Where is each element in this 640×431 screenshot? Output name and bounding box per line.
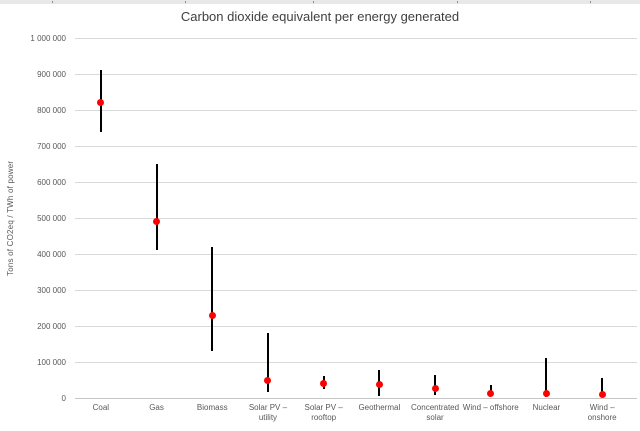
error-bar — [266, 333, 269, 392]
category-label: Solar PV – utility — [248, 403, 288, 422]
error-bar — [601, 377, 604, 396]
category-label: Nuclear — [532, 403, 561, 412]
category-label: Wind – offshore — [462, 403, 519, 412]
y-tick-label: 900 000 — [37, 69, 66, 79]
error-bar — [211, 246, 214, 352]
gridline — [75, 326, 637, 327]
ruler-tick — [313, 1, 314, 3]
data-point — [97, 99, 105, 107]
y-tick-label: 600 000 — [37, 177, 66, 187]
gridline — [75, 146, 637, 147]
data-point — [487, 390, 495, 398]
ruler-tick — [185, 1, 186, 3]
category-label: Coal — [92, 403, 110, 412]
data-point — [598, 390, 606, 398]
error-bar — [545, 358, 548, 397]
y-tick-label: 100 000 — [37, 357, 66, 367]
data-point — [542, 390, 550, 398]
plot-area — [73, 38, 637, 399]
gridline — [75, 74, 637, 75]
category-label: Gas — [149, 403, 164, 412]
gridline — [75, 110, 637, 111]
data-point — [375, 380, 383, 388]
gridline — [75, 182, 637, 183]
gridline — [75, 218, 637, 219]
category-label: Wind – onshore — [587, 403, 617, 422]
y-tick-label: 400 000 — [37, 249, 66, 259]
gridline — [75, 290, 637, 291]
data-point — [153, 218, 161, 226]
x-axis-labels: Coal Gas Biomass Solar PV – utility Solar PV… — [73, 403, 630, 429]
data-point — [320, 379, 328, 387]
ruler-tick — [590, 1, 591, 3]
y-tick-label: 800 000 — [37, 105, 66, 115]
category-label: Biomass — [196, 403, 228, 412]
y-tick-label: 300 000 — [37, 285, 66, 295]
ruler-tick — [457, 1, 458, 3]
y-axis-tick-labels: 0 100 000 200 000 300 000 400 000 500 000 600 … — [0, 0, 68, 431]
error-bar — [155, 164, 158, 251]
ruler-strip — [0, 0, 640, 4]
data-point — [208, 311, 216, 319]
gridline — [75, 362, 637, 363]
data-point — [264, 377, 272, 385]
category-label: Solar PV – rooftop — [304, 403, 343, 422]
chart-title: Carbon dioxide equivalent per energy gen… — [180, 9, 460, 24]
data-point — [431, 384, 439, 392]
gridline — [75, 398, 637, 399]
gridline — [75, 254, 637, 255]
y-tick-label: 500 000 — [37, 213, 66, 223]
ruler-tick — [52, 1, 53, 3]
category-label: Geothermal — [358, 403, 401, 412]
category-label: Concentrated solar — [411, 403, 460, 422]
y-tick-label: 700 000 — [37, 141, 66, 151]
y-tick-label: 200 000 — [37, 321, 66, 331]
y-tick-label: 0 — [61, 393, 66, 403]
gridline — [75, 38, 637, 39]
y-tick-label: 1 000 000 — [30, 33, 66, 43]
